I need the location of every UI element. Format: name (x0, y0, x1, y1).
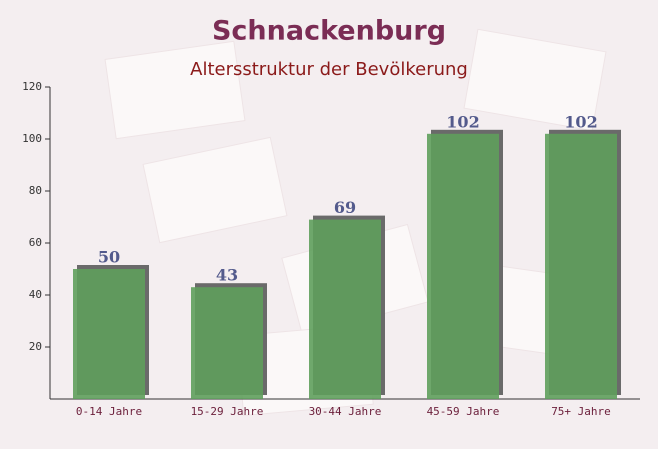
bar (427, 133, 499, 400)
bar (73, 269, 145, 399)
value-label: 69 (334, 198, 356, 217)
y-tick-label: 120 (22, 80, 42, 93)
bar (191, 287, 263, 399)
x-tick-label: 75+ Jahre (551, 405, 611, 418)
chart-subtitle: Altersstruktur der Bevölkerung (190, 59, 468, 80)
bar (545, 133, 617, 400)
value-label: 102 (564, 112, 597, 131)
chart-title: Schnackenburg (212, 16, 446, 47)
x-tick-label: 0-14 Jahre (76, 405, 142, 418)
y-tick-label: 100 (22, 132, 42, 145)
x-tick-label: 15-29 Jahre (191, 405, 264, 418)
x-tick-label: 30-44 Jahre (309, 405, 382, 418)
value-label: 102 (446, 112, 479, 131)
y-tick-label: 40 (29, 288, 42, 301)
x-tick-label: 45-59 Jahre (427, 405, 500, 418)
value-label: 50 (98, 248, 120, 267)
y-tick-label: 80 (29, 184, 42, 197)
value-label: 43 (216, 266, 238, 285)
y-tick-label: 20 (29, 340, 42, 353)
y-tick-label: 60 (29, 236, 42, 249)
bar (309, 219, 381, 399)
